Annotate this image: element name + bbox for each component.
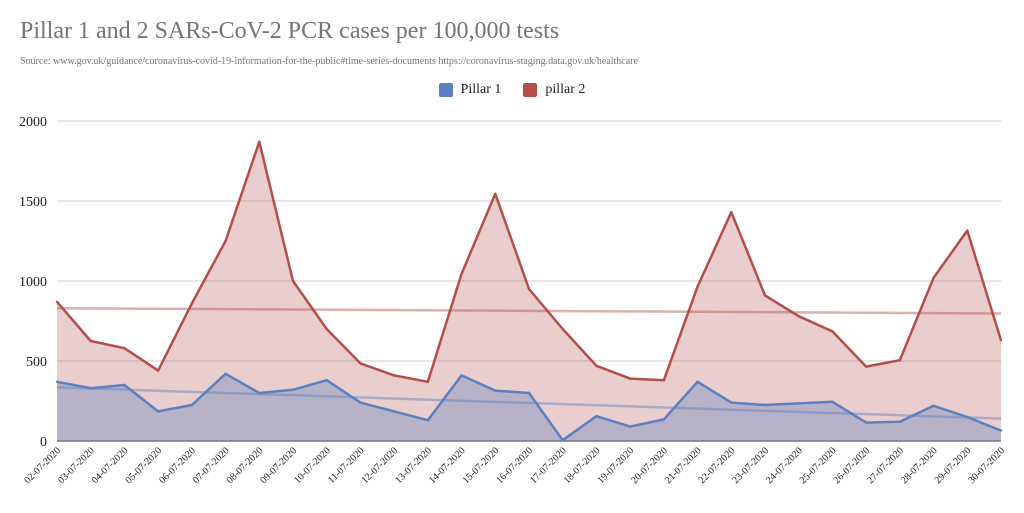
data-point-pillar-2 (932, 276, 935, 279)
data-point-pillar-2 (831, 330, 834, 333)
data-point-pillar-1 (55, 380, 59, 383)
data-point-pillar-1 (932, 404, 935, 407)
area-pillar-2 (57, 141, 1001, 442)
y-tick-label: 1000 (19, 275, 47, 290)
data-point-pillar-1 (224, 372, 227, 375)
data-point-pillar-2 (258, 140, 261, 143)
data-point-pillar-1 (460, 374, 463, 377)
data-point-pillar-2 (190, 302, 194, 305)
data-point-pillar-2 (426, 380, 430, 383)
data-point-pillar-1 (864, 421, 868, 424)
data-point-pillar-1 (325, 379, 328, 382)
data-point-pillar-2 (392, 374, 396, 377)
legend-swatch-pillar-1 (438, 83, 453, 97)
legend: Pillar 1 pillar 2 (0, 82, 1024, 98)
data-point-pillar-1 (763, 403, 767, 407)
y-tick-label: 1500 (19, 195, 47, 210)
data-point-pillar-2 (224, 239, 227, 243)
data-point-pillar-2 (359, 362, 362, 365)
y-tick-label: 0 (40, 435, 47, 450)
data-point-pillar-1 (696, 380, 699, 383)
data-point-pillar-2 (561, 327, 564, 331)
data-point-pillar-1 (628, 425, 632, 428)
data-point-pillar-1 (258, 391, 261, 395)
legend-item-pillar-1: Pillar 1 (438, 82, 502, 98)
data-point-pillar-2 (494, 192, 497, 195)
data-point-pillar-2 (460, 272, 463, 275)
data-point-pillar-1 (999, 429, 1003, 432)
data-point-pillar-1 (426, 419, 430, 422)
data-point-pillar-2 (662, 379, 666, 382)
data-point-pillar-2 (966, 229, 969, 232)
data-point-pillar-1 (392, 410, 396, 413)
data-point-pillar-2 (527, 287, 531, 291)
data-point-pillar-2 (898, 359, 902, 362)
data-point-pillar-2 (864, 365, 868, 368)
trendline-pillar-1 (56, 386, 1002, 420)
y-tick-label: 500 (26, 355, 47, 370)
chart-title: Pillar 1 and 2 SARs-CoV-2 PCR cases per … (20, 18, 560, 44)
data-point-pillar-2 (696, 285, 699, 288)
data-point-pillar-2 (156, 369, 160, 372)
data-point-pillar-1 (89, 387, 92, 390)
data-point-pillar-2 (89, 339, 92, 343)
legend-item-pillar-2: pillar 2 (523, 82, 585, 98)
data-point-pillar-2 (999, 339, 1003, 342)
data-point-pillar-2 (595, 364, 598, 367)
data-point-pillar-1 (831, 400, 834, 403)
data-point-pillar-1 (527, 391, 531, 395)
data-point-pillar-2 (628, 377, 632, 380)
data-point-pillar-1 (730, 401, 733, 404)
data-point-pillar-1 (359, 401, 362, 404)
data-point-pillar-1 (561, 439, 564, 442)
legend-swatch-pillar-2 (523, 83, 538, 97)
legend-label-pillar-2: pillar 2 (545, 82, 586, 97)
data-point-pillar-1 (595, 415, 598, 418)
trendline-pillar-2 (56, 306, 1002, 315)
data-point-pillar-2 (730, 211, 733, 214)
data-point-pillar-2 (763, 294, 767, 297)
data-point-pillar-2 (123, 347, 126, 350)
data-point-pillar-2 (55, 300, 59, 303)
data-point-pillar-2 (291, 279, 295, 283)
data-point-pillar-1 (291, 388, 295, 391)
y-tick-label: 2000 (19, 115, 47, 130)
chart-source: Source: www.gov.uk/guidance/coronavirus-… (20, 56, 638, 67)
data-point-pillar-1 (123, 383, 126, 387)
data-point-pillar-1 (190, 403, 194, 407)
data-point-pillar-1 (898, 420, 902, 423)
data-point-pillar-1 (797, 402, 800, 405)
data-point-pillar-1 (156, 410, 160, 413)
x-tick-label: 30-07-2020 (966, 445, 1007, 486)
legend-label-pillar-1: Pillar 1 (460, 82, 502, 97)
data-point-pillar-2 (325, 327, 328, 331)
data-point-pillar-1 (662, 418, 666, 421)
data-point-pillar-1 (966, 415, 969, 419)
data-point-pillar-1 (494, 389, 497, 392)
data-point-pillar-2 (797, 315, 800, 318)
